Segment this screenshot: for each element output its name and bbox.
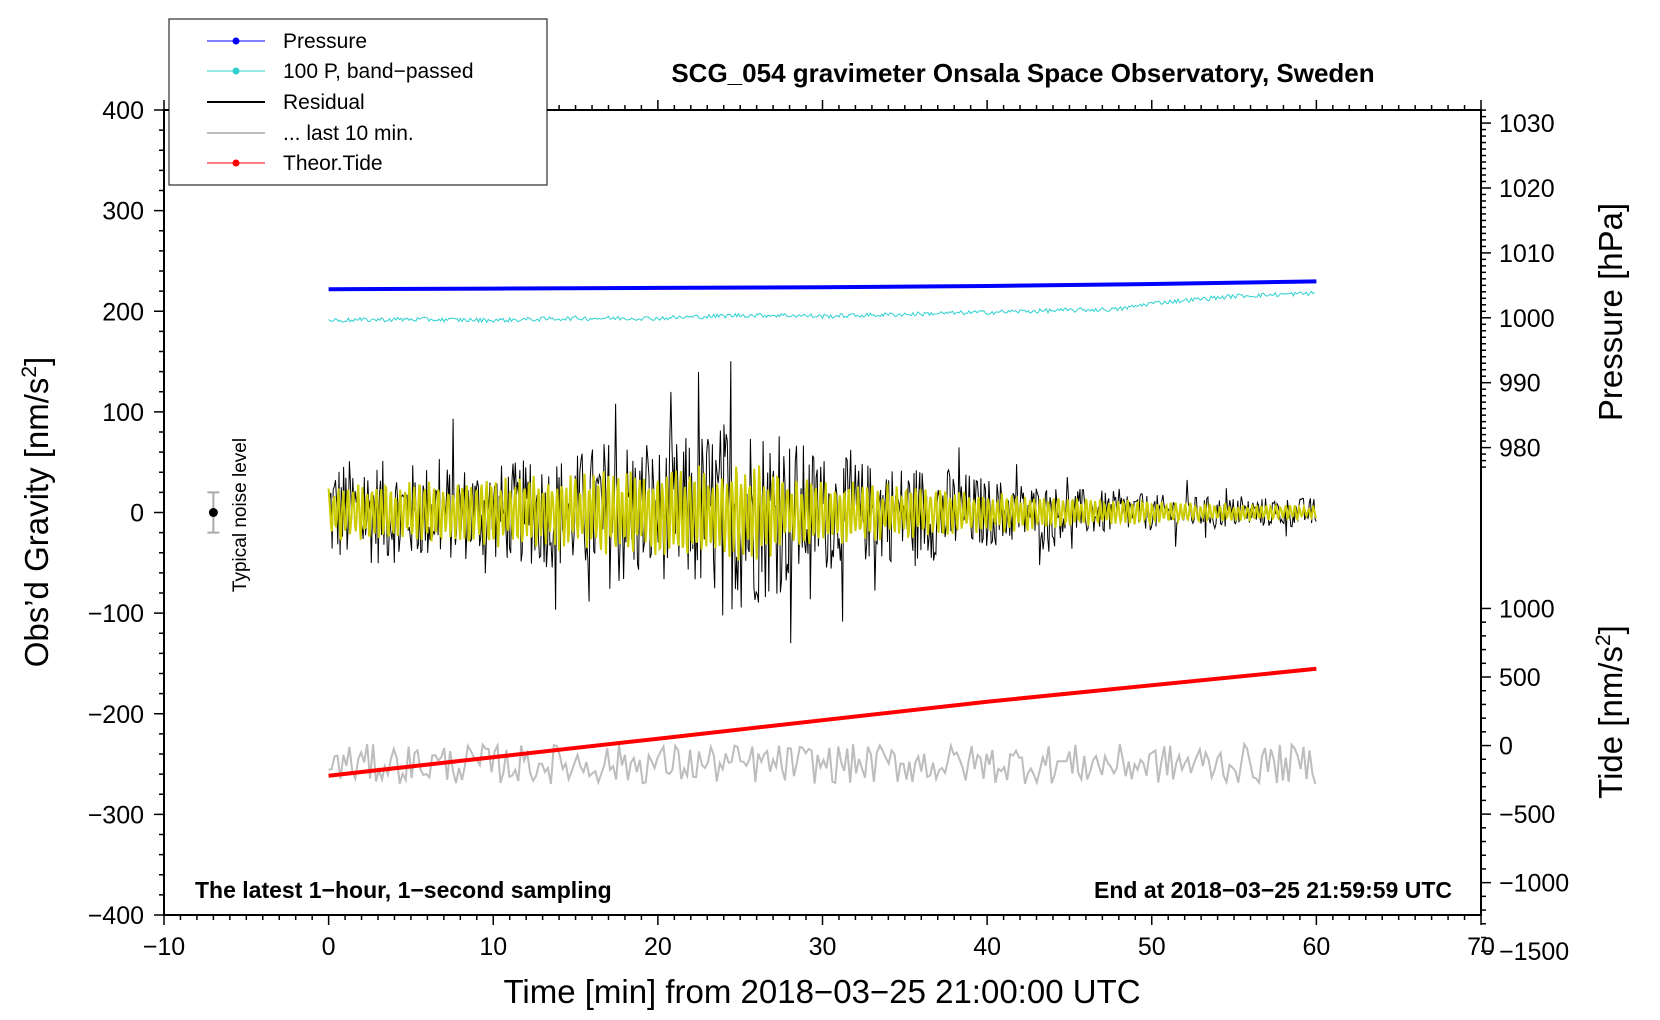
noise-dot bbox=[208, 508, 218, 517]
y-tick-label-tide: −1500 bbox=[1499, 938, 1569, 966]
legend-label-residual: Residual bbox=[283, 91, 365, 114]
series-layer bbox=[327, 279, 1318, 786]
y-tick-label-gravity: 0 bbox=[130, 500, 144, 528]
chart-title: SCG_054 gravimeter Onsala Space Observat… bbox=[671, 58, 1374, 88]
y-tick-label-gravity: −400 bbox=[88, 902, 144, 930]
y-tick-label-gravity: −300 bbox=[88, 801, 144, 829]
legend-label-pressure: Pressure bbox=[283, 30, 367, 53]
x-axis-title: Time [min] from 2018−03−25 21:00:00 UTC bbox=[503, 973, 1140, 1010]
y-tick-label-pressure: 1030 bbox=[1499, 110, 1555, 138]
annotation-bottom-right: End at 2018−03−25 21:59:59 UTC bbox=[1094, 877, 1452, 903]
x-tick-label: 0 bbox=[322, 933, 336, 961]
y-tick-label-tide: −500 bbox=[1499, 801, 1555, 829]
legend: Pressure 100 P, band−passed Residual ...… bbox=[168, 18, 548, 186]
y-axis-title-tide: Tide [nm/s2] bbox=[1592, 625, 1629, 799]
x-tick-label: 60 bbox=[1302, 933, 1330, 961]
legend-entry-theor-tide: Theor.Tide bbox=[207, 152, 383, 175]
series-last-10-min bbox=[328, 741, 1317, 786]
series-residual-bandpassed bbox=[327, 465, 1318, 561]
y-tick-label-pressure: 1010 bbox=[1499, 240, 1555, 268]
y-tick-label-pressure: 990 bbox=[1499, 370, 1541, 398]
series-pressure-bandpassed bbox=[328, 290, 1315, 324]
legend-label-band-passed: 100 P, band−passed bbox=[283, 60, 474, 83]
legend-marker-pressure bbox=[232, 37, 240, 45]
y-tick-label-tide: −1000 bbox=[1499, 870, 1569, 898]
legend-label-theor-tide: Theor.Tide bbox=[283, 152, 383, 175]
x-tick-label: 20 bbox=[644, 933, 672, 961]
legend-marker-band-passed bbox=[232, 67, 240, 75]
y-tick-label-pressure: 1000 bbox=[1499, 305, 1555, 333]
x-tick-label: 10 bbox=[479, 933, 507, 961]
x-tick-label: 30 bbox=[809, 933, 837, 961]
legend-box bbox=[168, 18, 548, 186]
noise-indicator: Typical noise level bbox=[207, 438, 251, 592]
noise-indicator-label: Typical noise level bbox=[230, 438, 251, 592]
legend-entry-residual: Residual bbox=[207, 91, 365, 114]
y-tick-label-tide: 1000 bbox=[1499, 595, 1555, 623]
x-tick-label: 40 bbox=[973, 933, 1001, 961]
x-tick-label: 50 bbox=[1138, 933, 1166, 961]
y-tick-label-gravity: 100 bbox=[102, 399, 144, 427]
y-tick-label-tide: 0 bbox=[1499, 733, 1513, 761]
y-tick-label-pressure: 980 bbox=[1499, 435, 1541, 463]
y-tick-label-gravity: −200 bbox=[88, 701, 144, 729]
y-axis-title-pressure: Pressure [hPa] bbox=[1592, 203, 1629, 421]
y-axis-title-gravity: Obs’d Gravity [nm/s2] bbox=[18, 357, 55, 668]
legend-marker-theor-tide bbox=[232, 159, 240, 167]
legend-label-last-10-min: ... last 10 min. bbox=[283, 122, 414, 145]
series-pressure bbox=[328, 279, 1317, 292]
legend-entry-last-10-min: ... last 10 min. bbox=[207, 122, 414, 145]
legend-entry-pressure: Pressure bbox=[207, 30, 367, 53]
y-tick-label-tide: 500 bbox=[1499, 664, 1541, 692]
x-tick-label: −10 bbox=[143, 933, 185, 961]
series-theor-tide bbox=[328, 666, 1317, 778]
y-tick-label-gravity: 400 bbox=[102, 97, 144, 125]
y-tick-label-pressure: 1020 bbox=[1499, 175, 1555, 203]
y-tick-label-gravity: 300 bbox=[102, 198, 144, 226]
legend-entry-band-passed: 100 P, band−passed bbox=[207, 60, 474, 83]
y-tick-label-gravity: −100 bbox=[88, 600, 144, 628]
axis-layer: −10 0 10 20 30 40 50 60 704003002001000−100−200−… bbox=[88, 97, 1570, 966]
y-tick-label-gravity: 200 bbox=[102, 298, 144, 326]
annotation-bottom-left: The latest 1−hour, 1−second sampling bbox=[195, 877, 612, 903]
